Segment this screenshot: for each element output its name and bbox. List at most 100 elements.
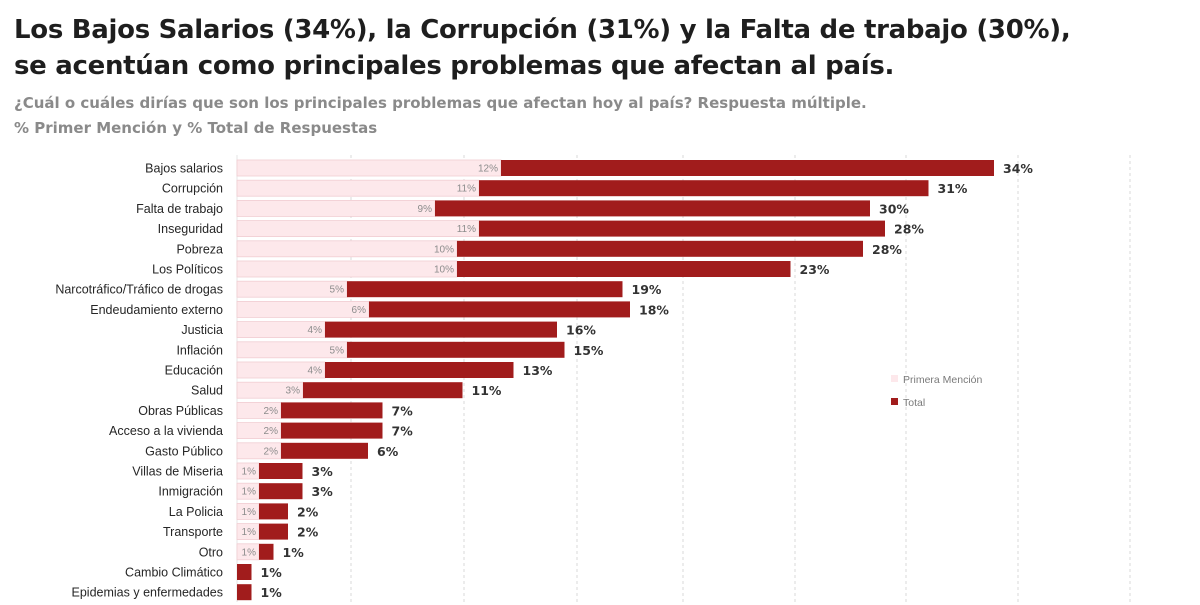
category-label: Gasto Público <box>145 444 223 458</box>
category-label: Bajos salarios <box>145 162 223 176</box>
bar-total <box>457 240 863 257</box>
bar-total <box>259 543 274 560</box>
bar-primera-mencion <box>236 179 480 197</box>
category-label: Obras Públicas <box>138 404 223 418</box>
primera-value-label: 10% <box>434 244 454 255</box>
chart-question: ¿Cuál o cuáles dirías que son los princi… <box>14 94 867 112</box>
total-value-label: 15% <box>574 343 604 358</box>
category-label: Corrupción <box>162 182 223 196</box>
total-value-label: 7% <box>392 403 414 418</box>
total-value-label: 6% <box>377 444 399 459</box>
chart-title: Los Bajos Salarios (34%), la Corrupción … <box>14 12 1071 84</box>
primera-value-label: 1% <box>242 507 257 518</box>
bar-primera-mencion <box>236 240 458 258</box>
total-value-label: 16% <box>566 323 596 338</box>
total-value-label: 28% <box>872 242 902 257</box>
bar-total <box>325 362 514 378</box>
bar-total <box>281 422 383 439</box>
category-label: Justicia <box>181 323 223 337</box>
primera-value-label: 2% <box>264 426 279 437</box>
total-value-label: 18% <box>639 302 669 317</box>
bar-primera-mencion <box>236 199 436 217</box>
category-label: Inseguridad <box>158 222 223 236</box>
primera-value-label: 12% <box>478 164 498 175</box>
total-value-label: 2% <box>297 504 319 519</box>
total-value-label: 11% <box>472 383 502 398</box>
bar-total <box>347 281 623 298</box>
total-value-label: 31% <box>938 181 968 196</box>
bar-total <box>281 442 368 459</box>
category-label: La Policia <box>169 505 223 519</box>
bars: Bajos salarios 12% 34% Corrupción 11% 31% Falt… <box>55 159 1033 601</box>
bar-primera-mencion <box>236 220 480 238</box>
category-label: Epidemias y enfermedades <box>72 586 223 600</box>
bar-total <box>435 200 870 217</box>
category-label: Salud <box>191 384 223 398</box>
chart-subtitle: % Primer Mención y % Total de Respuestas <box>14 119 378 137</box>
primera-value-label: 10% <box>434 265 454 276</box>
legend-label-primera: Primera Mención <box>903 374 983 386</box>
bar-total <box>259 483 303 500</box>
bar-total <box>479 180 929 197</box>
bar-total <box>479 220 885 237</box>
bar-total <box>259 463 303 479</box>
total-value-label: 19% <box>632 282 662 297</box>
primera-value-label: 5% <box>330 345 345 356</box>
bar-total <box>501 160 994 176</box>
legend-label-total: Total <box>903 397 925 409</box>
total-value-label: 2% <box>297 525 319 540</box>
category-label: Inmigración <box>158 485 223 499</box>
title-line-2: se acentúan como principales problemas q… <box>14 51 895 81</box>
total-value-label: 1% <box>283 545 305 560</box>
primera-value-label: 4% <box>308 325 323 336</box>
primera-value-label: 3% <box>286 386 301 397</box>
primera-value-label: 6% <box>352 305 367 316</box>
bar-total <box>369 301 630 318</box>
primera-value-label: 1% <box>242 487 257 498</box>
bar-total <box>303 382 463 399</box>
category-label: Educación <box>165 364 223 378</box>
bar-total <box>259 523 288 540</box>
total-value-label: 7% <box>392 424 414 439</box>
title-line-1: Los Bajos Salarios (34%), la Corrupción … <box>14 15 1071 45</box>
primera-value-label: 5% <box>330 285 345 296</box>
category-label: Otro <box>199 545 223 559</box>
bar-primera-mencion <box>236 300 370 318</box>
total-value-label: 3% <box>312 464 334 479</box>
category-label: Acceso a la vivienda <box>109 424 223 438</box>
primera-value-label: 4% <box>308 366 323 377</box>
category-label: Narcotráfico/Tráfico de drogas <box>55 283 223 297</box>
category-label: Cambio Climático <box>125 566 223 580</box>
primera-value-label: 9% <box>418 204 433 215</box>
total-value-label: 1% <box>261 565 283 580</box>
category-label: Transporte <box>163 525 223 539</box>
bar-total <box>237 564 252 580</box>
category-label: Los Políticos <box>152 263 223 277</box>
legend: Primera Mención Total <box>891 374 983 409</box>
bar-total <box>325 321 557 338</box>
primera-value-label: 2% <box>264 446 279 457</box>
total-value-label: 30% <box>879 201 909 216</box>
primera-value-label: 1% <box>242 467 257 478</box>
bar-total <box>259 503 288 520</box>
bar-total <box>457 261 791 277</box>
total-value-label: 23% <box>800 262 830 277</box>
bar-total <box>237 584 252 601</box>
primera-value-label: 2% <box>264 406 279 417</box>
category-label: Inflación <box>176 343 223 357</box>
total-value-label: 3% <box>312 484 334 499</box>
primera-value-label: 11% <box>457 224 476 235</box>
primera-value-label: 11% <box>457 184 476 195</box>
legend-swatch-primera <box>891 375 898 382</box>
bar-total <box>347 341 565 358</box>
bar-primera-mencion <box>236 260 458 278</box>
total-value-label: 28% <box>894 222 924 237</box>
category-label: Pobreza <box>176 242 223 256</box>
total-value-label: 34% <box>1003 161 1033 176</box>
category-label: Endeudamiento externo <box>90 303 223 317</box>
primera-value-label: 1% <box>242 547 257 558</box>
legend-swatch-total <box>891 398 898 405</box>
category-label: Falta de trabajo <box>136 202 223 216</box>
bar-primera-mencion <box>236 159 502 177</box>
